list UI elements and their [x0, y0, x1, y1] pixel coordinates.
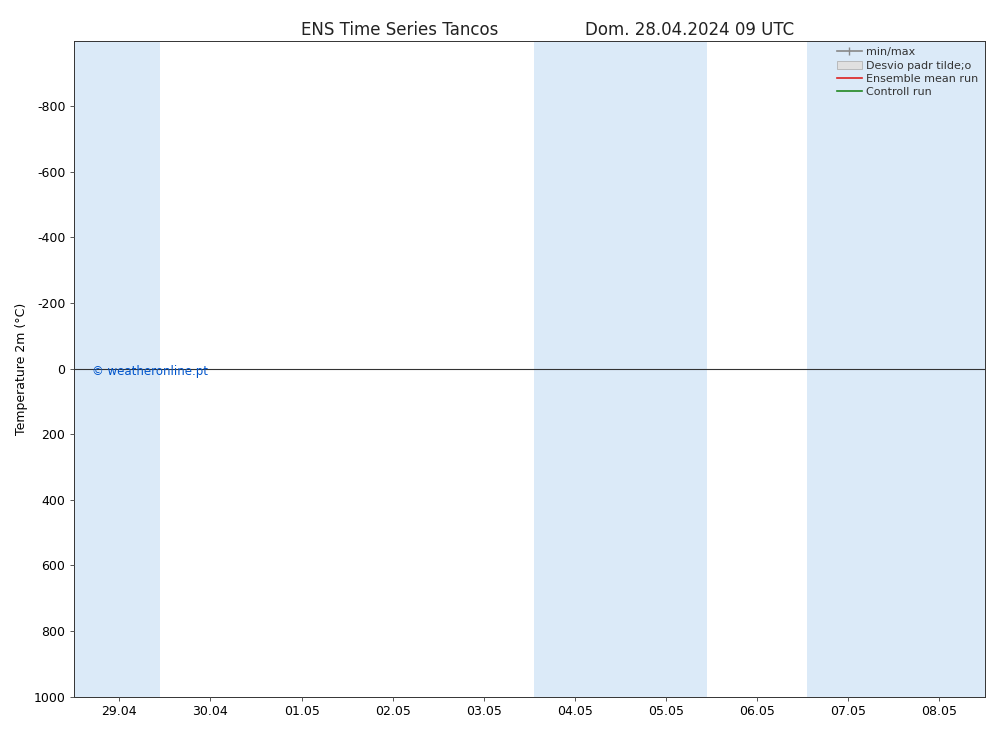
- Legend: min/max, Desvio padr tilde;o, Ensemble mean run, Controll run: min/max, Desvio padr tilde;o, Ensemble m…: [833, 43, 983, 102]
- Bar: [807, 40, 985, 696]
- Text: ENS Time Series Tancos: ENS Time Series Tancos: [301, 21, 499, 39]
- Bar: [74, 40, 160, 696]
- Bar: [534, 40, 707, 696]
- Y-axis label: Temperature 2m (°C): Temperature 2m (°C): [15, 303, 28, 435]
- Text: Dom. 28.04.2024 09 UTC: Dom. 28.04.2024 09 UTC: [585, 21, 795, 39]
- Text: © weatheronline.pt: © weatheronline.pt: [92, 365, 208, 378]
